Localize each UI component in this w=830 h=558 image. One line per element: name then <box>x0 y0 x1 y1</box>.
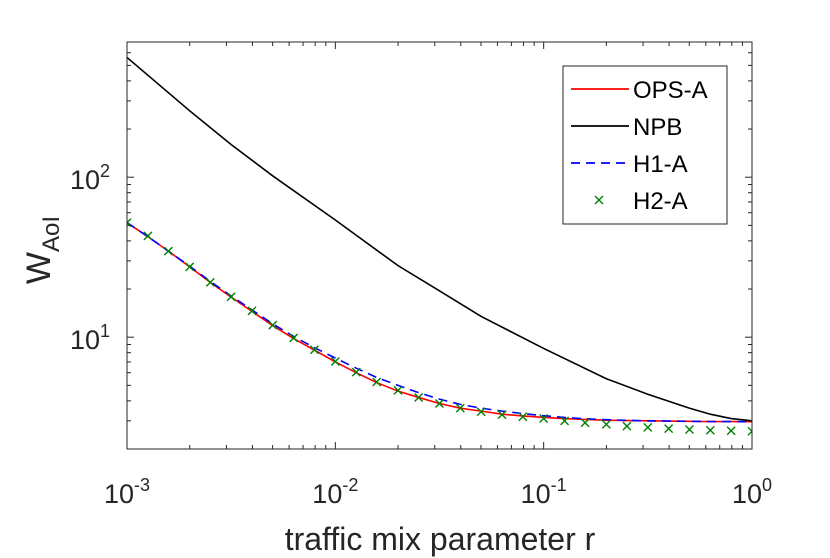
data-point-h2-a <box>518 412 528 422</box>
axes-box <box>126 41 753 450</box>
data-point-h2-a <box>309 345 319 355</box>
data-point-h2-a <box>643 422 653 432</box>
legend-marker-h2-a <box>594 195 604 205</box>
x-tick-label-base: 10 <box>521 479 551 509</box>
series-h2-a-markers <box>127 218 752 436</box>
data-point-h2-a <box>393 385 403 395</box>
legend-label-ops-a: OPS-A <box>633 77 708 104</box>
series-layer <box>127 56 752 436</box>
data-point-h2-a <box>414 392 424 402</box>
x-tick-label-exp: 0 <box>762 475 772 495</box>
data-point-h2-a <box>455 403 465 413</box>
x-tick-label-base: 10 <box>732 479 762 509</box>
data-point-h2-a <box>372 377 382 387</box>
data-point-h2-a <box>351 367 361 377</box>
data-point-h2-a <box>580 418 590 428</box>
x-tick-label-base: 10 <box>104 479 134 509</box>
x-axis-label: traffic mix parameter r <box>285 521 596 557</box>
y-axis-label-base: W <box>20 252 58 284</box>
y-tick-label-base: 10 <box>70 165 100 195</box>
y-tick-label: 101 <box>70 321 110 355</box>
data-point-h2-a <box>268 320 278 330</box>
axes-layer <box>126 41 753 450</box>
legend-box <box>562 65 728 225</box>
y-tick-label: 102 <box>70 161 110 195</box>
data-point-h2-a <box>143 231 153 241</box>
data-point-h2-a <box>601 419 611 429</box>
data-point-h2-a <box>539 414 549 424</box>
data-point-h2-a <box>330 356 340 366</box>
data-point-h2-a <box>622 421 632 431</box>
data-point-h2-a <box>289 333 299 343</box>
data-point-h2-a <box>434 399 444 408</box>
x-tick-label-exp: -3 <box>134 475 150 495</box>
x-tick-label: 10-1 <box>521 475 567 509</box>
y-axis-label-sub: AoI <box>38 216 65 252</box>
data-point-h2-a <box>163 246 173 256</box>
legend-label-npb: NPB <box>633 114 682 141</box>
series-line-npb <box>127 56 752 422</box>
data-point-h2-a <box>747 426 752 436</box>
x-tick-label-exp: -2 <box>342 475 358 495</box>
data-point-h2-a <box>226 292 236 302</box>
x-tick-label-base: 10 <box>312 479 342 509</box>
data-point-h2-a <box>205 277 215 287</box>
data-point-h2-a <box>476 407 486 417</box>
y-axis-label: WAoI <box>20 216 65 284</box>
y-tick-label-base: 10 <box>70 325 100 355</box>
y-tick-label-exp: 2 <box>100 161 110 181</box>
data-point-h2-a <box>684 424 694 434</box>
x-tick-label: 10-3 <box>104 475 150 509</box>
data-point-h2-a <box>247 306 257 316</box>
x-tick-label-exp: -1 <box>551 475 567 495</box>
data-point-h2-a <box>664 424 674 434</box>
legend-label-h2-a: H2-A <box>633 188 688 215</box>
data-point-h2-a <box>560 416 570 426</box>
y-tick-label-exp: 1 <box>100 321 110 341</box>
legend-label-h1-a: H1-A <box>633 151 688 178</box>
legend: OPS-A NPB H1-A H2-A <box>562 65 728 225</box>
x-tick-label: 10-2 <box>312 475 358 509</box>
data-point-h2-a <box>705 425 715 435</box>
data-point-h2-a <box>726 426 736 436</box>
data-point-h2-a <box>185 262 195 272</box>
data-point-h2-a <box>497 410 507 420</box>
x-tick-label: 100 <box>732 475 772 509</box>
